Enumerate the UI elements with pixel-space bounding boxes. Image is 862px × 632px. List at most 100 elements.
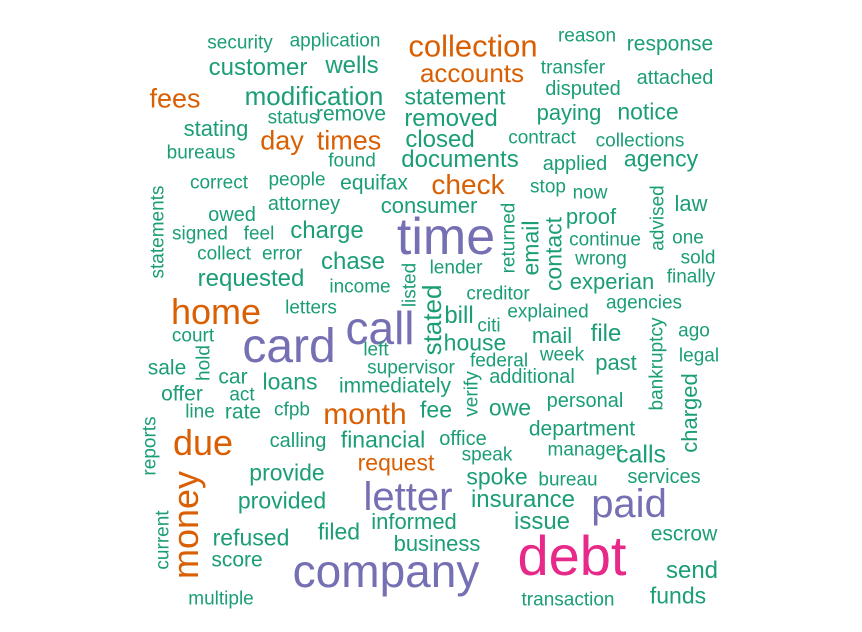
word-transaction: transaction	[521, 589, 615, 611]
word-consumer: consumer	[380, 193, 478, 218]
word-chase: chase	[320, 248, 386, 275]
word-feel: feel	[243, 223, 275, 245]
word-speak: speak	[461, 444, 513, 466]
word-modification: modification	[244, 81, 384, 111]
word-stated: stated	[417, 284, 447, 356]
word-score: score	[211, 548, 263, 572]
word-escrow: escrow	[650, 522, 718, 546]
word-proof: proof	[565, 204, 617, 229]
word-personal: personal	[546, 390, 624, 412]
word-removed: removed	[404, 105, 498, 132]
word-issue: issue	[513, 508, 571, 535]
word-month: month	[323, 398, 407, 431]
word-check: check	[431, 169, 505, 200]
word-statements: statements	[147, 185, 169, 279]
word-statement: statement	[404, 83, 506, 110]
word-stating: stating	[183, 116, 249, 141]
word-bankruptcy: bankruptcy	[646, 317, 668, 411]
word-email: email	[517, 220, 544, 276]
word-immediately: immediately	[338, 374, 452, 398]
word-collections: collections	[595, 130, 685, 152]
word-debt: debt	[517, 524, 627, 587]
word-day: day	[260, 125, 304, 156]
word-federal: federal	[469, 350, 529, 372]
word-home: home	[170, 291, 262, 332]
word-agencies: agencies	[605, 292, 683, 314]
word-verify: verify	[461, 371, 483, 417]
word-advised: advised	[647, 185, 669, 251]
word-paid: paid	[591, 482, 667, 526]
word-additional: additional	[489, 366, 575, 388]
word-ago: ago	[678, 320, 710, 342]
word-week: week	[539, 344, 585, 366]
word-correct: correct	[189, 172, 249, 194]
word-house: house	[443, 329, 507, 356]
word-spoke: spoke	[466, 463, 528, 490]
word-multiple: multiple	[188, 588, 254, 610]
word-bureaus: bureaus	[166, 142, 236, 164]
word-income: income	[329, 276, 391, 298]
word-found: found	[328, 150, 376, 172]
word-attached: attached	[636, 67, 714, 89]
word-creditor: creditor	[466, 283, 530, 305]
word-customer: customer	[208, 54, 308, 81]
word-refused: refused	[212, 524, 290, 551]
word-response: response	[626, 32, 714, 56]
word-returned: returned	[498, 202, 520, 274]
word-current: current	[152, 510, 174, 570]
word-bureau: bureau	[538, 469, 598, 491]
word-department: department	[528, 417, 636, 441]
word-reports: reports	[139, 416, 161, 476]
word-letter: letter	[363, 475, 453, 519]
word-offer: offer	[161, 382, 203, 406]
word-charged: charged	[677, 373, 702, 453]
word-mail: mail	[531, 323, 573, 348]
word-citi: citi	[477, 315, 501, 337]
word-company: company	[292, 545, 480, 597]
word-equifax: equifax	[340, 171, 408, 195]
word-funds: funds	[649, 582, 707, 609]
word-stop: stop	[530, 176, 566, 198]
word-legal: legal	[678, 345, 720, 367]
word-rate: rate	[224, 400, 262, 424]
word-people: people	[268, 169, 326, 191]
word-business: business	[393, 531, 481, 556]
word-services: services	[627, 466, 701, 488]
word-letters: letters	[285, 297, 337, 319]
word-file: file	[590, 320, 622, 347]
word-attorney: attorney	[267, 193, 341, 215]
word-due: due	[172, 422, 234, 463]
word-experian: experian	[569, 269, 655, 294]
word-loans: loans	[262, 368, 318, 395]
word-calls: calls	[615, 440, 667, 469]
word-accounts: accounts	[419, 58, 525, 88]
word-line: line	[185, 401, 215, 423]
word-send: send	[665, 557, 719, 584]
word-time: time	[396, 208, 496, 266]
word-finally: finally	[666, 266, 716, 288]
word-error: error	[261, 243, 303, 265]
word-past: past	[595, 350, 637, 375]
word-hold: hold	[193, 345, 215, 381]
word-status: status	[267, 107, 319, 129]
word-explained: explained	[507, 301, 589, 323]
word-signed: signed	[172, 223, 228, 245]
word-collect: collect	[197, 243, 251, 265]
word-provide: provide	[249, 459, 325, 486]
word-wells: wells	[325, 52, 379, 79]
word-closed: closed	[405, 126, 475, 153]
word-office: office	[439, 428, 487, 450]
word-collection: collection	[408, 28, 538, 64]
word-reason: reason	[557, 25, 617, 47]
word-applied: applied	[542, 153, 608, 175]
word-owe: owe	[488, 394, 532, 421]
word-times: times	[316, 125, 382, 156]
word-car: car	[218, 365, 248, 389]
word-financial: financial	[340, 426, 426, 453]
word-court: court	[171, 325, 215, 347]
word-supervisor: supervisor	[367, 357, 455, 379]
word-sale: sale	[147, 356, 187, 380]
word-disputed: disputed	[545, 78, 621, 100]
word-call: call	[345, 302, 415, 354]
